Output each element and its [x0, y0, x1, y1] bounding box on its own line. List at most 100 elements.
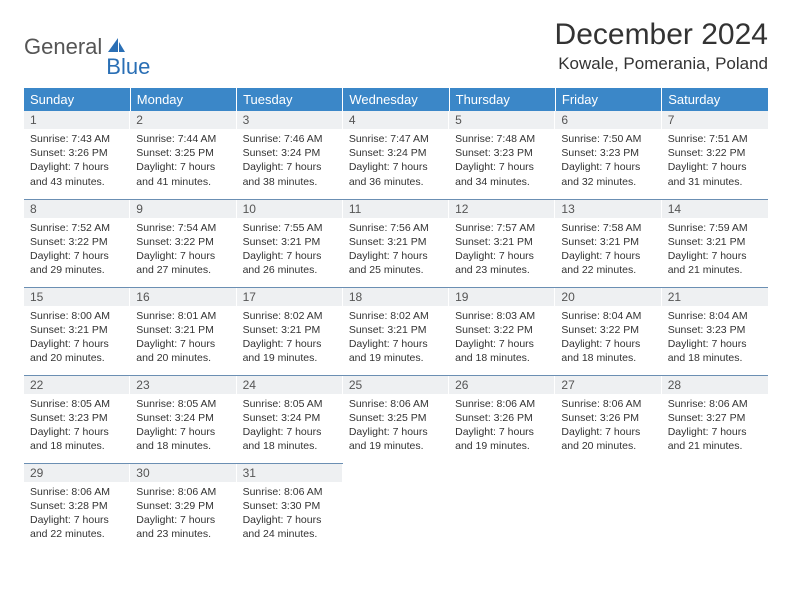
sunset-line: Sunset: 3:24 PM [243, 411, 337, 425]
weekday-header-row: SundayMondayTuesdayWednesdayThursdayFrid… [24, 88, 768, 111]
daylight-line: Daylight: 7 hours and 36 minutes. [349, 160, 443, 188]
day-number: 20 [555, 288, 661, 306]
week-row: 8Sunrise: 7:52 AMSunset: 3:22 PMDaylight… [24, 199, 768, 287]
daylight-line: Daylight: 7 hours and 21 minutes. [668, 425, 762, 453]
sunrise-line: Sunrise: 8:06 AM [668, 397, 762, 411]
sunrise-line: Sunrise: 8:05 AM [136, 397, 230, 411]
daylight-line: Daylight: 7 hours and 20 minutes. [30, 337, 124, 365]
daylight-line: Daylight: 7 hours and 41 minutes. [136, 160, 230, 188]
title-block: December 2024 Kowale, Pomerania, Poland [555, 18, 768, 74]
day-number: 31 [237, 464, 343, 482]
sunrise-line: Sunrise: 8:04 AM [668, 309, 762, 323]
empty-cell [662, 463, 768, 551]
sunset-line: Sunset: 3:30 PM [243, 499, 337, 513]
sunrise-line: Sunrise: 7:47 AM [349, 132, 443, 146]
sunrise-line: Sunrise: 7:55 AM [243, 221, 337, 235]
day-cell: 31Sunrise: 8:06 AMSunset: 3:30 PMDayligh… [237, 463, 343, 551]
weekday-wednesday: Wednesday [343, 88, 449, 111]
weekday-tuesday: Tuesday [237, 88, 343, 111]
page-title: December 2024 [555, 18, 768, 52]
day-content: Sunrise: 8:06 AMSunset: 3:30 PMDaylight:… [237, 482, 343, 546]
day-number: 18 [343, 288, 449, 306]
day-cell: 8Sunrise: 7:52 AMSunset: 3:22 PMDaylight… [24, 199, 130, 287]
sunrise-line: Sunrise: 8:06 AM [136, 485, 230, 499]
day-cell: 17Sunrise: 8:02 AMSunset: 3:21 PMDayligh… [237, 287, 343, 375]
day-cell: 14Sunrise: 7:59 AMSunset: 3:21 PMDayligh… [662, 199, 768, 287]
empty-cell [555, 463, 661, 551]
day-number: 23 [130, 376, 236, 394]
day-content: Sunrise: 8:06 AMSunset: 3:28 PMDaylight:… [24, 482, 130, 546]
week-row: 15Sunrise: 8:00 AMSunset: 3:21 PMDayligh… [24, 287, 768, 375]
sunrise-line: Sunrise: 8:04 AM [561, 309, 655, 323]
sunrise-line: Sunrise: 7:44 AM [136, 132, 230, 146]
week-row: 1Sunrise: 7:43 AMSunset: 3:26 PMDaylight… [24, 111, 768, 199]
sunset-line: Sunset: 3:21 PM [561, 235, 655, 249]
day-content: Sunrise: 8:06 AMSunset: 3:26 PMDaylight:… [555, 394, 661, 458]
day-cell: 12Sunrise: 7:57 AMSunset: 3:21 PMDayligh… [449, 199, 555, 287]
day-content: Sunrise: 7:57 AMSunset: 3:21 PMDaylight:… [449, 218, 555, 282]
sunset-line: Sunset: 3:23 PM [455, 146, 549, 160]
daylight-line: Daylight: 7 hours and 18 minutes. [561, 337, 655, 365]
sunrise-line: Sunrise: 7:50 AM [561, 132, 655, 146]
day-content: Sunrise: 8:06 AMSunset: 3:25 PMDaylight:… [343, 394, 449, 458]
daylight-line: Daylight: 7 hours and 18 minutes. [455, 337, 549, 365]
daylight-line: Daylight: 7 hours and 20 minutes. [561, 425, 655, 453]
day-number: 22 [24, 376, 130, 394]
day-content: Sunrise: 8:02 AMSunset: 3:21 PMDaylight:… [237, 306, 343, 370]
day-number: 2 [130, 111, 236, 129]
sunset-line: Sunset: 3:25 PM [136, 146, 230, 160]
day-cell: 11Sunrise: 7:56 AMSunset: 3:21 PMDayligh… [343, 199, 449, 287]
day-content: Sunrise: 7:46 AMSunset: 3:24 PMDaylight:… [237, 129, 343, 193]
sunrise-line: Sunrise: 8:00 AM [30, 309, 124, 323]
sunset-line: Sunset: 3:23 PM [561, 146, 655, 160]
day-content: Sunrise: 8:06 AMSunset: 3:29 PMDaylight:… [130, 482, 236, 546]
sunset-line: Sunset: 3:27 PM [668, 411, 762, 425]
sunrise-line: Sunrise: 8:02 AM [243, 309, 337, 323]
day-number: 4 [343, 111, 449, 129]
sunset-line: Sunset: 3:29 PM [136, 499, 230, 513]
day-number: 28 [662, 376, 768, 394]
weekday-thursday: Thursday [449, 88, 555, 111]
day-cell: 24Sunrise: 8:05 AMSunset: 3:24 PMDayligh… [237, 375, 343, 463]
day-content: Sunrise: 8:01 AMSunset: 3:21 PMDaylight:… [130, 306, 236, 370]
week-row: 29Sunrise: 8:06 AMSunset: 3:28 PMDayligh… [24, 463, 768, 551]
day-cell: 3Sunrise: 7:46 AMSunset: 3:24 PMDaylight… [237, 111, 343, 199]
day-content: Sunrise: 7:43 AMSunset: 3:26 PMDaylight:… [24, 129, 130, 193]
daylight-line: Daylight: 7 hours and 22 minutes. [30, 513, 124, 541]
sunrise-line: Sunrise: 7:58 AM [561, 221, 655, 235]
sunset-line: Sunset: 3:22 PM [455, 323, 549, 337]
daylight-line: Daylight: 7 hours and 23 minutes. [136, 513, 230, 541]
day-number: 17 [237, 288, 343, 306]
day-content: Sunrise: 7:56 AMSunset: 3:21 PMDaylight:… [343, 218, 449, 282]
daylight-line: Daylight: 7 hours and 19 minutes. [349, 337, 443, 365]
day-content: Sunrise: 8:06 AMSunset: 3:26 PMDaylight:… [449, 394, 555, 458]
daylight-line: Daylight: 7 hours and 27 minutes. [136, 249, 230, 277]
calendar-table: SundayMondayTuesdayWednesdayThursdayFrid… [24, 88, 768, 551]
location-text: Kowale, Pomerania, Poland [555, 54, 768, 74]
day-number: 30 [130, 464, 236, 482]
sunset-line: Sunset: 3:24 PM [243, 146, 337, 160]
day-cell: 27Sunrise: 8:06 AMSunset: 3:26 PMDayligh… [555, 375, 661, 463]
daylight-line: Daylight: 7 hours and 34 minutes. [455, 160, 549, 188]
calendar-body: 1Sunrise: 7:43 AMSunset: 3:26 PMDaylight… [24, 111, 768, 551]
day-cell: 25Sunrise: 8:06 AMSunset: 3:25 PMDayligh… [343, 375, 449, 463]
day-number: 25 [343, 376, 449, 394]
sunrise-line: Sunrise: 7:59 AM [668, 221, 762, 235]
sunset-line: Sunset: 3:26 PM [561, 411, 655, 425]
sunrise-line: Sunrise: 8:06 AM [455, 397, 549, 411]
day-number: 6 [555, 111, 661, 129]
day-cell: 15Sunrise: 8:00 AMSunset: 3:21 PMDayligh… [24, 287, 130, 375]
daylight-line: Daylight: 7 hours and 29 minutes. [30, 249, 124, 277]
day-cell: 26Sunrise: 8:06 AMSunset: 3:26 PMDayligh… [449, 375, 555, 463]
sunrise-line: Sunrise: 7:51 AM [668, 132, 762, 146]
day-cell: 9Sunrise: 7:54 AMSunset: 3:22 PMDaylight… [130, 199, 236, 287]
weekday-sunday: Sunday [24, 88, 130, 111]
day-number: 5 [449, 111, 555, 129]
day-cell: 20Sunrise: 8:04 AMSunset: 3:22 PMDayligh… [555, 287, 661, 375]
sunrise-line: Sunrise: 8:06 AM [30, 485, 124, 499]
day-number: 29 [24, 464, 130, 482]
header: General Blue December 2024 Kowale, Pomer… [24, 18, 768, 74]
sunset-line: Sunset: 3:21 PM [136, 323, 230, 337]
sunrise-line: Sunrise: 7:43 AM [30, 132, 124, 146]
weekday-monday: Monday [130, 88, 236, 111]
